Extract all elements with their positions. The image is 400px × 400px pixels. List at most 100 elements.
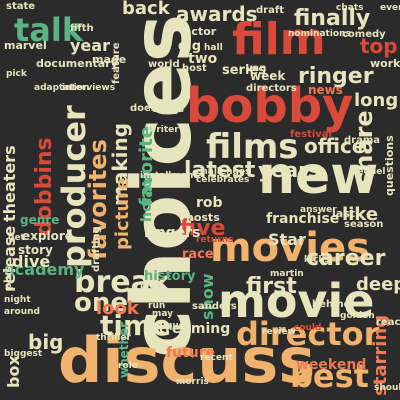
word-picture: picture [112,177,133,250]
word-morris: morris [176,377,209,387]
word-race: race [182,247,214,262]
word-drama: drama [344,135,381,146]
word-thriller: thriller [96,333,131,343]
word-time: time [100,309,172,342]
word-behind: behind [312,299,351,310]
word-office: office [304,134,366,158]
word-director: director [236,315,380,353]
word-movies: movies [210,225,370,271]
word-plus: plus [3,266,14,290]
word-news: news [308,83,343,97]
word-get: get [8,233,25,243]
word-box: box [4,355,23,388]
word-one: one [74,288,129,318]
word-directors: directors [246,83,297,94]
word-around: around [4,307,40,317]
word-unique: unique [150,321,185,331]
word-week: week [250,69,286,83]
word-night: night [4,295,31,305]
word-writer: writer [148,125,179,135]
word-bobby: bobby [186,78,354,134]
word-adaptation: adaptation [34,83,90,93]
word-best: best [290,357,369,395]
word-history: history [144,269,196,284]
word-comedy: comedy [342,29,386,40]
word-latest: latest [184,158,256,183]
word-hall: hall [204,43,223,53]
word-martin: martin [270,269,304,279]
word-films: films [206,127,299,167]
word-festival: festival [290,129,332,140]
word-ringers: ringers [144,225,201,241]
word-recent: recent [200,353,233,363]
word-sequel: sequel [352,167,386,177]
word-made: made [92,53,127,66]
word-review: review [262,327,296,337]
word-look: look [96,298,139,319]
word-franchise: franchise [266,211,340,227]
word-season: season [344,219,384,230]
word-jack: jack [140,281,161,291]
word-dig: dig [178,39,202,54]
word-top: top [360,34,398,58]
word-actor: actor [184,25,217,38]
word-talk: talk [14,11,84,49]
word-rob: rob [196,195,223,211]
word-state: state [6,1,36,12]
word-career: career [306,246,386,271]
word-hosts: hosts [186,211,220,224]
word-interviews: interviews [62,83,116,93]
word-answer: answer [300,205,337,215]
word-work: work [370,57,400,70]
word-discuss: discuss [58,324,316,397]
word-may: may [152,309,174,319]
word-kicks: kicks [304,255,330,265]
word-every: every [380,3,400,13]
word-also: also [148,97,169,107]
word-year: year [70,36,110,55]
word-marvel: marvel [4,39,47,52]
word-world: world [148,59,180,70]
word-finally: finally [294,6,371,31]
word-last: last [332,207,355,220]
word-awards: awards [176,2,258,26]
word-two: two [188,51,218,67]
word-biggest: biggest [4,349,43,359]
word-run: run [148,301,166,311]
word-van: van [246,63,267,74]
word-break: break [74,265,171,300]
word-years: years [258,158,320,182]
word-explore: explore [22,229,73,243]
word-golden: golden [340,311,375,321]
word-documentary: documentary [36,57,118,70]
word-like: like [342,204,379,225]
word-returns: returns [196,235,234,245]
word-back: back [122,0,170,19]
word-movie: movie [218,274,375,328]
word-film: film [232,14,326,65]
word-celebrates: celebrates [196,175,250,185]
word-genre: genre [20,213,60,227]
word-story: story [18,243,53,257]
word-academy: academy [4,260,85,279]
word-installment: installment [140,171,198,181]
word-five: five [180,216,226,241]
word-fifth: fifth [70,23,94,34]
word-does: does [130,103,157,114]
word-drafting: drafting [91,226,102,272]
word-new: new [258,146,379,206]
word-pick: pick [6,69,27,79]
word-theaters: theaters [0,145,19,222]
word-big: big [28,330,64,354]
word-weekend: weekend [296,357,367,373]
word-show: show [198,273,217,320]
word-ringer: ringer [298,64,374,89]
word-series: series [222,63,266,78]
word-host: host [182,63,207,74]
word-should: should [374,383,400,393]
word-could: could [294,323,322,333]
word-chats: chats [336,3,364,13]
word-feature: feature [111,42,122,85]
